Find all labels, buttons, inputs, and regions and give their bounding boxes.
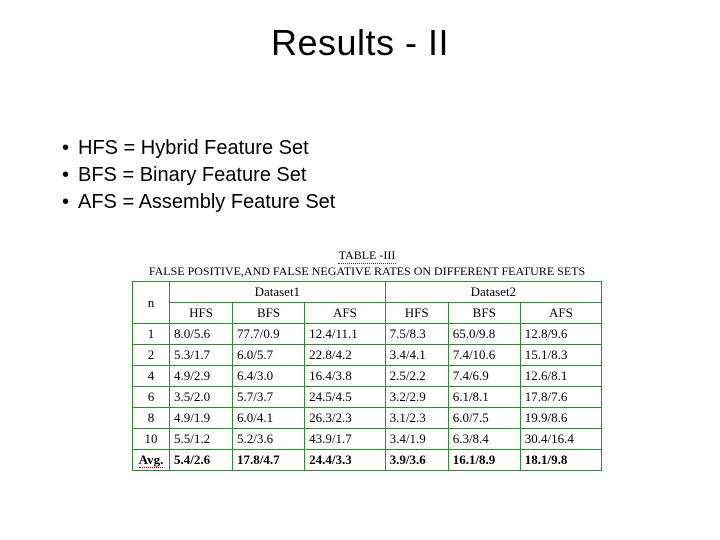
table-row-avg: Avg. 5.4/2.6 17.8/4.7 24.4/3.3 3.9/3.6 1… (133, 450, 602, 471)
cell: 2.5/2.2 (385, 366, 448, 387)
table-caption-line2: FALSE POSITIVE,AND FALSE NEGATIVE RATES … (149, 264, 585, 278)
cell: 19.9/8.6 (520, 408, 601, 429)
slide: Results - II •HFS = Hybrid Feature Set •… (0, 0, 720, 540)
cell: 5.7/3.7 (233, 387, 305, 408)
col-header-dataset1: Dataset1 (170, 282, 386, 303)
bullet-item: •BFS = Binary Feature Set (62, 162, 335, 189)
cell-n: 6 (133, 387, 170, 408)
cell: 6.0/7.5 (448, 408, 520, 429)
cell: 7.4/10.6 (448, 345, 520, 366)
cell: 3.4/4.1 (385, 345, 448, 366)
cell: 24.4/3.3 (305, 450, 386, 471)
cell: 7.4/6.9 (448, 366, 520, 387)
cell: 5.4/2.6 (170, 450, 233, 471)
col-header-afs-2: AFS (520, 303, 601, 324)
cell: 5.3/1.7 (170, 345, 233, 366)
cell-n: 4 (133, 366, 170, 387)
table-row: 6 3.5/2.0 5.7/3.7 24.5/4.5 3.2/2.9 6.1/8… (133, 387, 602, 408)
bullet-list: •HFS = Hybrid Feature Set •BFS = Binary … (62, 135, 335, 216)
cell: 16.1/8.9 (448, 450, 520, 471)
bullet-text: BFS = Binary Feature Set (78, 164, 306, 186)
cell: 17.8/7.6 (520, 387, 601, 408)
col-header-n: n (133, 282, 170, 324)
cell: 5.5/1.2 (170, 429, 233, 450)
bullet-item: •AFS = Assembly Feature Set (62, 189, 335, 216)
cell: 15.1/8.3 (520, 345, 601, 366)
cell: 7.5/8.3 (385, 324, 448, 345)
cell: 4.9/2.9 (170, 366, 233, 387)
col-header-hfs-2: HFS (385, 303, 448, 324)
col-header-bfs-1: BFS (233, 303, 305, 324)
cell: 17.8/4.7 (233, 450, 305, 471)
cell: 6.3/8.4 (448, 429, 520, 450)
bullet-text: HFS = Hybrid Feature Set (78, 137, 309, 159)
results-table: n Dataset1 Dataset2 HFS BFS AFS HFS BFS … (132, 281, 602, 471)
cell: 6.1/8.1 (448, 387, 520, 408)
cell: 3.5/2.0 (170, 387, 233, 408)
table-row: 10 5.5/1.2 5.2/3.6 43.9/1.7 3.4/1.9 6.3/… (133, 429, 602, 450)
table-row: 8 4.9/1.9 6.0/4.1 26.3/2.3 3.1/2.3 6.0/7… (133, 408, 602, 429)
cell: 30.4/16.4 (520, 429, 601, 450)
cell-n: 2 (133, 345, 170, 366)
cell: 6.0/5.7 (233, 345, 305, 366)
cell: 24.5/4.5 (305, 387, 386, 408)
col-header-bfs-2: BFS (448, 303, 520, 324)
bullet-item: •HFS = Hybrid Feature Set (62, 135, 335, 162)
table-header-row-1: n Dataset1 Dataset2 (133, 282, 602, 303)
table-caption: TABLE -III FALSE POSITIVE,AND FALSE NEGA… (132, 248, 602, 279)
cell: 3.9/3.6 (385, 450, 448, 471)
page-title: Results - II (0, 22, 720, 64)
cell: 22.8/4.2 (305, 345, 386, 366)
table-row: 4 4.9/2.9 6.4/3.0 16.4/3.8 2.5/2.2 7.4/6… (133, 366, 602, 387)
cell: 8.0/5.6 (170, 324, 233, 345)
cell: 65.0/9.8 (448, 324, 520, 345)
col-header-dataset2: Dataset2 (385, 282, 601, 303)
cell: 43.9/1.7 (305, 429, 386, 450)
table-row: 2 5.3/1.7 6.0/5.7 22.8/4.2 3.4/4.1 7.4/1… (133, 345, 602, 366)
cell: 26.3/2.3 (305, 408, 386, 429)
cell: 18.1/9.8 (520, 450, 601, 471)
table-header-row-2: HFS BFS AFS HFS BFS AFS (133, 303, 602, 324)
cell-avg-label: Avg. (133, 450, 170, 471)
table-row: 1 8.0/5.6 77.7/0.9 12.4/11.1 7.5/8.3 65.… (133, 324, 602, 345)
cell: 3.1/2.3 (385, 408, 448, 429)
cell: 12.6/8.1 (520, 366, 601, 387)
cell: 4.9/1.9 (170, 408, 233, 429)
cell: 3.2/2.9 (385, 387, 448, 408)
cell: 16.4/3.8 (305, 366, 386, 387)
cell: 3.4/1.9 (385, 429, 448, 450)
table-container: TABLE -III FALSE POSITIVE,AND FALSE NEGA… (132, 248, 602, 471)
cell: 77.7/0.9 (233, 324, 305, 345)
cell: 12.4/11.1 (305, 324, 386, 345)
cell-n: 8 (133, 408, 170, 429)
col-header-afs-1: AFS (305, 303, 386, 324)
col-header-hfs-1: HFS (170, 303, 233, 324)
cell: 6.0/4.1 (233, 408, 305, 429)
cell-n: 10 (133, 429, 170, 450)
cell: 12.8/9.6 (520, 324, 601, 345)
table-caption-line1: TABLE -III (338, 248, 397, 264)
cell-n: 1 (133, 324, 170, 345)
cell: 6.4/3.0 (233, 366, 305, 387)
bullet-text: AFS = Assembly Feature Set (78, 191, 335, 213)
cell: 5.2/3.6 (233, 429, 305, 450)
